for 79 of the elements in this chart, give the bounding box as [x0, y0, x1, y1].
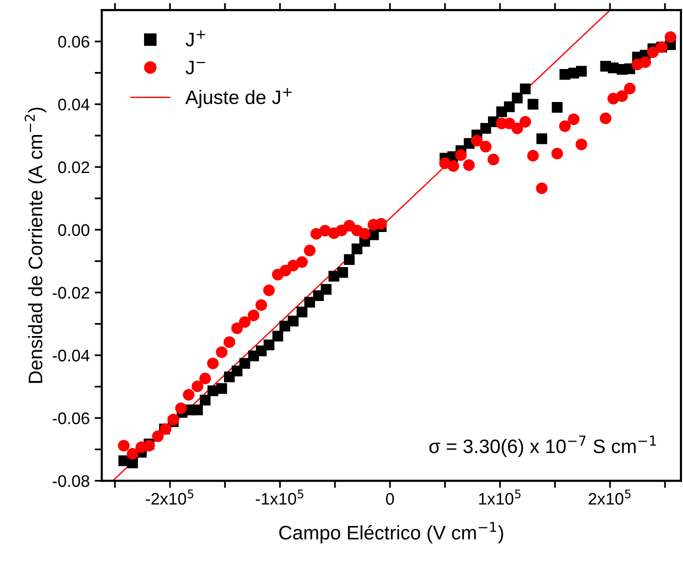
point [175, 402, 187, 414]
point [264, 340, 274, 350]
point [216, 383, 228, 394]
y-tick-label: 0.02 [58, 161, 90, 174]
y-tick-label: 0.00 [58, 224, 90, 236]
point [167, 414, 180, 426]
annotation: σ = 3.30(6) x 10$^{−7}$ S cm$^{−1}$ [429, 436, 656, 458]
y-tick-label: -0.08 [52, 475, 90, 487]
point [551, 148, 564, 160]
point [519, 116, 532, 128]
x-tick-label: 1x10$^{5}$ [479, 490, 521, 505]
point [199, 372, 211, 384]
point [224, 336, 236, 348]
point [358, 228, 370, 240]
point [624, 82, 636, 94]
point [552, 102, 563, 113]
point [520, 83, 531, 94]
y-tick-label: 0.04 [58, 98, 90, 110]
point [192, 404, 203, 416]
y-tick-label: 0.06 [58, 36, 90, 48]
point [488, 154, 500, 166]
x-tick-label: 2x10$^{5}$ [588, 490, 631, 505]
point [527, 150, 539, 162]
point [528, 98, 538, 110]
x-axis-title: Campo Eléctrico (V cm$^{−1}$) [279, 522, 504, 544]
point [512, 92, 523, 104]
x-tick-label: 0 [386, 493, 394, 505]
point [471, 134, 483, 146]
point [536, 133, 548, 144]
y-tick-label: -0.02 [52, 286, 90, 299]
point [375, 218, 387, 230]
point [320, 284, 332, 295]
point [248, 310, 260, 322]
point [238, 316, 251, 328]
point [337, 267, 348, 278]
legend-label: Ajuste de J$^{+}$ [185, 88, 292, 108]
point [207, 358, 219, 370]
point [463, 159, 475, 171]
point [559, 120, 571, 132]
point [288, 316, 299, 326]
point [568, 113, 580, 126]
x-tick-label: -1x10$^{5}$ [256, 490, 304, 505]
point [647, 46, 659, 58]
point [118, 440, 130, 452]
point [216, 346, 228, 358]
point [255, 299, 268, 311]
point [600, 112, 612, 124]
point [664, 31, 676, 43]
point [511, 122, 524, 134]
point [231, 322, 243, 334]
point [263, 284, 275, 296]
point [296, 306, 308, 318]
point [272, 330, 284, 342]
point [182, 388, 194, 401]
point [576, 138, 588, 150]
point [200, 394, 211, 406]
y-tick-label: -0.06 [52, 412, 90, 424]
point [504, 101, 515, 112]
point [126, 448, 138, 460]
point [152, 430, 164, 442]
point [232, 366, 242, 376]
legend-label: J$^{+}$ [186, 30, 206, 46]
point [576, 66, 587, 77]
point [344, 254, 355, 265]
point [304, 244, 316, 256]
point [448, 160, 460, 172]
y-tick-label: -0.04 [52, 350, 90, 362]
point [239, 358, 250, 369]
point [639, 56, 652, 68]
point [192, 380, 204, 392]
point [480, 140, 492, 152]
y-axis-title: Densidad de Corriente (A cm$^{−2}$) [24, 108, 46, 383]
x-tick-label: -2x10$^{5}$ [146, 490, 194, 505]
point [352, 244, 362, 254]
point [616, 90, 628, 102]
legend-label: J$^{−}$ [186, 60, 206, 74]
point [536, 182, 548, 194]
point [296, 256, 308, 268]
point [455, 149, 467, 161]
